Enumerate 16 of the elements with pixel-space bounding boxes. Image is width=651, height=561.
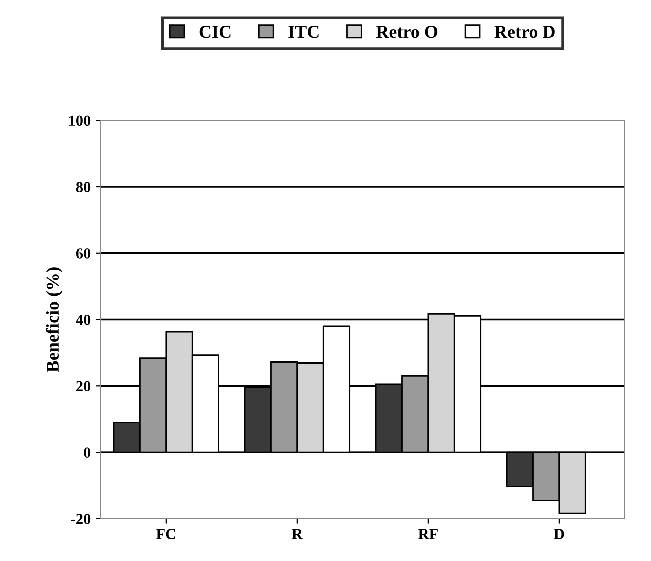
y-tick-label: 20 [76, 381, 91, 392]
legend-label: Retro O [376, 26, 438, 38]
legend-label: ITC [288, 26, 319, 38]
x-tick-label: FC [156, 529, 176, 540]
legend-label: Retro D [494, 26, 555, 38]
y-tick-label: 40 [76, 314, 91, 326]
y-tick-label: 60 [76, 248, 91, 259]
x-tick-label: R [292, 529, 304, 540]
x-tick-label: RF [418, 529, 438, 540]
legend-label: CIC [200, 26, 231, 38]
x-tick-label: D [554, 529, 564, 540]
y-tick-label: 0 [84, 448, 91, 458]
y-axis-title: Beneficio (%) [46, 268, 63, 372]
y-tick-label: 80 [76, 182, 91, 192]
y-tick-label: 100 [69, 116, 91, 126]
y-tick-label: -20 [71, 514, 91, 524]
